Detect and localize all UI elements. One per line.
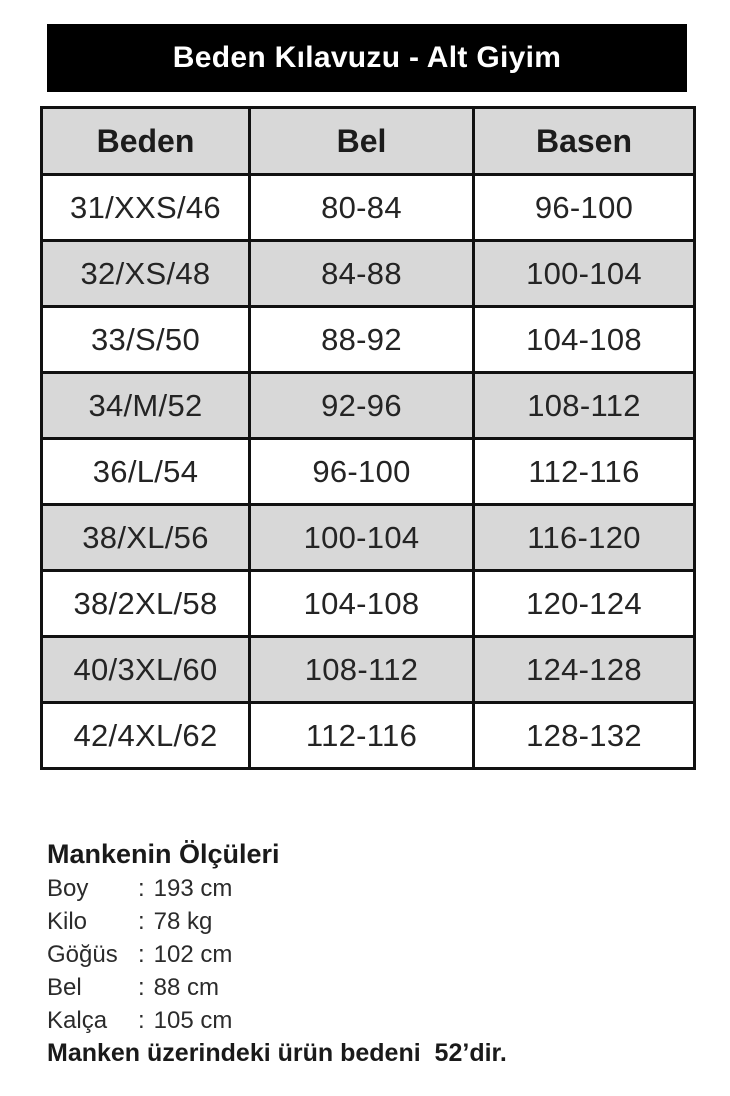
table-row: 38/XL/56 100-104 116-120 [42, 505, 694, 570]
measurement-separator: : [138, 941, 145, 968]
waist-cell: 108-112 [250, 637, 473, 702]
measurement-value: 78 kg [153, 908, 213, 935]
column-header-bel: Bel [250, 108, 473, 174]
size-cell: 33/S/50 [42, 307, 249, 372]
hip-cell: 120-124 [474, 571, 694, 636]
waist-cell: 88-92 [250, 307, 473, 372]
measurement-row-weight: Kilo : 78 kg [47, 905, 687, 938]
hip-cell: 104-108 [474, 307, 694, 372]
waist-cell: 92-96 [250, 373, 473, 438]
measurement-value: 88 cm [153, 974, 220, 1001]
measurement-label: Bel [47, 974, 82, 1001]
measurement-separator: : [138, 875, 145, 902]
size-cell: 31/XXS/46 [42, 175, 249, 240]
table-row: 31/XXS/46 80-84 96-100 [42, 175, 694, 240]
model-measurements-section: Mankenin Ölçüleri Boy : 193 cm Kilo : 78… [47, 838, 687, 1070]
measurement-separator: : [138, 974, 145, 1001]
measurement-label: Kilo [47, 908, 88, 935]
table-row: 38/2XL/58 104-108 120-124 [42, 571, 694, 636]
hip-cell: 96-100 [474, 175, 694, 240]
size-cell: 32/XS/48 [42, 241, 249, 306]
measurement-row-chest: Göğüs : 102 cm [47, 938, 687, 971]
measurement-label: Göğüs [47, 941, 118, 968]
table-row: 33/S/50 88-92 104-108 [42, 307, 694, 372]
measurement-value: 193 cm [153, 875, 233, 902]
measurement-separator: : [138, 908, 145, 935]
hip-cell: 100-104 [474, 241, 694, 306]
measurement-value: 102 cm [153, 941, 233, 968]
table-row: 42/4XL/62 112-116 128-132 [42, 703, 694, 768]
waist-cell: 96-100 [250, 439, 473, 504]
table-row: 36/L/54 96-100 112-116 [42, 439, 694, 504]
measurement-row-waist: Bel : 88 cm [47, 971, 687, 1004]
size-cell: 40/3XL/60 [42, 637, 249, 702]
hip-cell: 124-128 [474, 637, 694, 702]
column-header-beden: Beden [42, 108, 249, 174]
column-header-basen: Basen [474, 108, 694, 174]
measurement-label: Kalça [47, 1007, 108, 1034]
waist-cell: 112-116 [250, 703, 473, 768]
waist-cell: 104-108 [250, 571, 473, 636]
size-cell: 38/2XL/58 [42, 571, 249, 636]
size-guide-table: Beden Bel Basen 31/XXS/46 80-84 96-100 3… [40, 106, 696, 770]
hip-cell: 108-112 [474, 373, 694, 438]
hip-cell: 116-120 [474, 505, 694, 570]
product-size-note: Manken üzerindeki ürün bedeni 52’dir. [47, 1039, 507, 1067]
measurement-separator: : [138, 1007, 145, 1034]
hip-cell: 128-132 [474, 703, 694, 768]
hip-cell: 112-116 [474, 439, 694, 504]
table-row: 40/3XL/60 108-112 124-128 [42, 637, 694, 702]
measurement-label: Boy [47, 875, 89, 902]
measurement-row-hip: Kalça : 105 cm [47, 1004, 687, 1037]
table-row: 34/M/52 92-96 108-112 [42, 373, 694, 438]
size-cell: 34/M/52 [42, 373, 249, 438]
size-cell: 38/XL/56 [42, 505, 249, 570]
table-row: 32/XS/48 84-88 100-104 [42, 241, 694, 306]
title-banner: Beden Kılavuzu - Alt Giyim [47, 24, 687, 92]
model-measurements-heading: Mankenin Ölçüleri [47, 839, 280, 869]
page-title: Beden Kılavuzu - Alt Giyim [172, 41, 562, 74]
measurement-value: 105 cm [153, 1007, 233, 1034]
waist-cell: 80-84 [250, 175, 473, 240]
size-cell: 36/L/54 [42, 439, 249, 504]
measurement-row-height: Boy : 193 cm [47, 872, 687, 905]
table-header-row: Beden Bel Basen [42, 108, 694, 174]
waist-cell: 84-88 [250, 241, 473, 306]
size-cell: 42/4XL/62 [42, 703, 249, 768]
waist-cell: 100-104 [250, 505, 473, 570]
